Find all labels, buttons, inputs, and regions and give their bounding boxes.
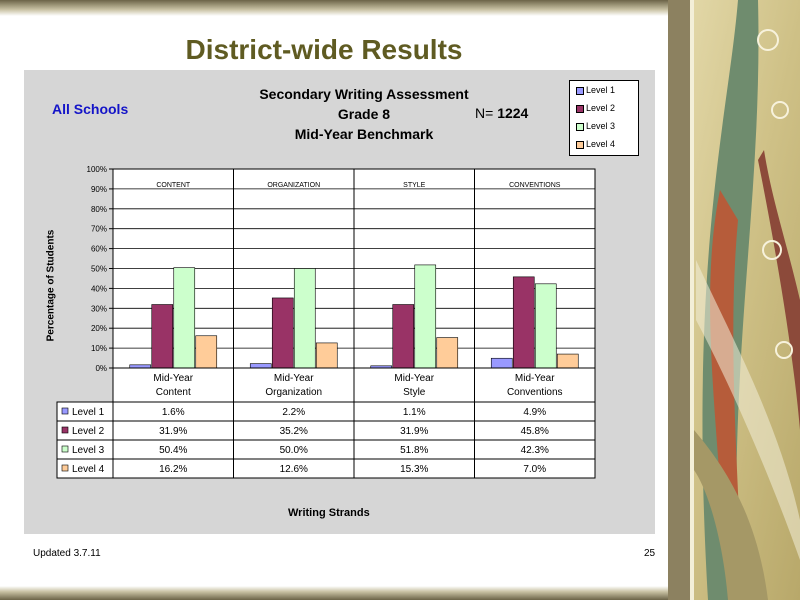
y-tick-label: 60%	[91, 245, 107, 254]
table-series-label: Level 4	[72, 464, 105, 475]
table-legend-key	[61, 426, 69, 434]
bar	[392, 304, 415, 369]
category-label: Mid-Year	[515, 373, 555, 384]
y-tick-label: 0%	[95, 364, 107, 373]
category-label: Conventions	[507, 387, 563, 398]
category-label: Mid-Year	[394, 373, 434, 384]
bar	[173, 267, 196, 369]
data-label: 2.2%	[282, 407, 305, 418]
bar	[534, 283, 557, 369]
chart-subtitle-grade: Grade 8	[337, 106, 391, 122]
data-label: 15.3%	[400, 464, 428, 475]
group-header: STYLE	[403, 182, 426, 189]
bar	[271, 297, 294, 369]
bar	[151, 304, 174, 369]
data-label: 45.8%	[521, 426, 549, 437]
data-label: 7.0%	[523, 464, 546, 475]
bar	[556, 353, 579, 369]
legend-label: Level 4	[586, 139, 616, 149]
y-tick-label: 100%	[87, 165, 107, 174]
chart-area: Secondary Writing Assessment Grade 8 Mid…	[24, 70, 655, 534]
top-border-bar	[0, 0, 668, 16]
y-tick-label: 70%	[91, 225, 107, 234]
y-tick-label: 10%	[91, 344, 107, 353]
table-legend-key	[61, 407, 69, 415]
y-tick-label: 20%	[91, 324, 107, 333]
category-label: Organization	[265, 387, 322, 398]
category-label: Style	[403, 387, 426, 398]
legend-item-level-3: Level 3	[576, 121, 616, 131]
x-axis-title: Writing Strands	[288, 507, 370, 519]
chart-subtitle-benchmark: Mid-Year Benchmark	[294, 126, 434, 142]
updated-date: Updated 3.7.11	[33, 548, 101, 559]
slide-title: District-wide Results	[185, 34, 463, 65]
category-label: Mid-Year	[153, 373, 193, 384]
bar	[436, 337, 459, 369]
data-label: 1.6%	[162, 407, 185, 418]
legend-item-level-2: Level 2	[576, 103, 616, 113]
n-value: 1224	[497, 105, 529, 121]
decorative-side-panel	[668, 0, 800, 600]
table-series-label: Level 3	[72, 445, 105, 456]
legend-label: Level 1	[586, 85, 616, 95]
bar	[512, 276, 535, 369]
bar	[195, 335, 218, 369]
data-label: 51.8%	[400, 445, 428, 456]
category-label: Mid-Year	[274, 373, 314, 384]
bar	[414, 264, 437, 369]
data-label: 31.9%	[159, 426, 187, 437]
table-legend-key	[61, 445, 69, 453]
page-number: 25	[644, 548, 656, 559]
data-label: 16.2%	[159, 464, 187, 475]
n-label: N=	[475, 105, 494, 121]
bar	[249, 363, 272, 369]
data-label: 35.2%	[280, 426, 308, 437]
data-label: 42.3%	[521, 445, 549, 456]
table-series-label: Level 1	[72, 407, 105, 418]
data-label: 4.9%	[523, 407, 546, 418]
group-header: CONTENT	[156, 182, 191, 189]
scope-label: All Schools	[52, 101, 129, 117]
group-header: ORGANIZATION	[267, 182, 320, 189]
y-tick-label: 90%	[91, 185, 107, 194]
y-tick-label: 40%	[91, 284, 107, 293]
legend-swatch	[576, 123, 584, 131]
legend-label: Level 2	[586, 103, 616, 113]
y-tick-label: 80%	[91, 205, 107, 214]
data-label: 50.0%	[280, 445, 308, 456]
legend-item-level-4: Level 4	[576, 139, 616, 149]
data-label: 31.9%	[400, 426, 428, 437]
bar	[315, 342, 338, 369]
bar-chart: 0% 10% 20% 30% 40% 50% 60% 70% 80% 90% 100% CONTENT…	[56, 165, 596, 479]
category-label: Content	[156, 387, 191, 398]
data-label: 50.4%	[159, 445, 187, 456]
chart-title: Secondary Writing Assessment	[259, 86, 469, 102]
legend-swatch	[576, 105, 584, 113]
legend-swatch	[576, 87, 584, 95]
y-tick-label: 30%	[91, 304, 107, 313]
table-series-label: Level 2	[72, 426, 105, 437]
table-legend-key	[61, 464, 69, 472]
legend-label: Level 3	[586, 121, 616, 131]
data-label: 12.6%	[280, 464, 308, 475]
n-count: N= 1224	[475, 105, 528, 121]
data-label: 1.1%	[403, 407, 426, 418]
legend: Level 1 Level 2 Level 3 Level 4	[569, 80, 639, 156]
bottom-border-bar	[0, 586, 668, 600]
bar	[293, 268, 316, 369]
group-header: CONVENTIONS	[509, 182, 561, 189]
y-tick-label: 50%	[91, 265, 107, 274]
bar	[490, 357, 513, 369]
legend-item-level-1: Level 1	[576, 85, 616, 95]
legend-swatch	[576, 141, 584, 149]
